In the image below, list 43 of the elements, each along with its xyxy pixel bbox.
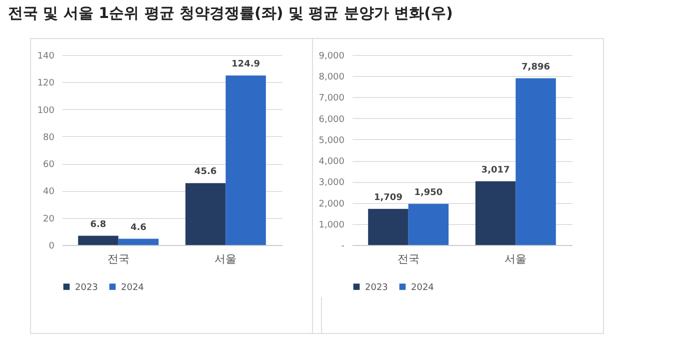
x-tick-label: 전국 bbox=[397, 252, 420, 266]
y-tick-label: 8,000 bbox=[318, 72, 345, 83]
data-label: 124.9 bbox=[232, 59, 260, 70]
bar bbox=[516, 78, 556, 245]
y-tick-label: 3,000 bbox=[318, 178, 345, 188]
y-tick-label: 7,000 bbox=[318, 94, 345, 104]
bar bbox=[78, 236, 118, 245]
y-tick-label: 9,000 bbox=[318, 52, 345, 62]
y-tick-label: 100 bbox=[37, 106, 55, 116]
bar bbox=[368, 208, 408, 245]
y-tick-label: 1,000 bbox=[318, 220, 345, 230]
y-tick-label: 5,000 bbox=[318, 136, 345, 146]
y-tick-label: 40 bbox=[43, 187, 55, 198]
y-tick-label: 120 bbox=[37, 78, 55, 89]
x-tick-label: 서울 bbox=[214, 252, 237, 266]
data-label: 3,017 bbox=[481, 165, 510, 176]
y-tick-label: 140 bbox=[37, 52, 55, 62]
chart-title: 전국 및 서울 1순위 평균 청약경쟁률(좌) 및 평균 분양가 변화(우) bbox=[8, 4, 453, 23]
legend-label: 2024 bbox=[121, 282, 144, 293]
data-label: 1,709 bbox=[374, 192, 402, 203]
data-label: 1,950 bbox=[414, 188, 443, 198]
bar bbox=[226, 75, 266, 245]
legend-label: 2023 bbox=[365, 282, 388, 293]
y-tick-label: 20 bbox=[43, 214, 55, 224]
bar bbox=[408, 204, 449, 245]
bar bbox=[475, 181, 516, 245]
y-tick-label: 0 bbox=[48, 242, 55, 252]
data-label: 7,896 bbox=[522, 62, 550, 72]
y-tick-label: 60 bbox=[43, 160, 55, 170]
y-tick-label: - bbox=[341, 242, 344, 252]
y-tick-label: 4,000 bbox=[318, 157, 345, 168]
data-label: 4.6 bbox=[130, 222, 146, 233]
x-tick-label: 서울 bbox=[504, 252, 527, 266]
legend-label: 2023 bbox=[75, 282, 98, 293]
y-tick-label: 80 bbox=[43, 132, 55, 143]
x-tick-label: 전국 bbox=[107, 252, 130, 266]
y-tick-label: 2,000 bbox=[318, 199, 345, 210]
bar bbox=[185, 183, 226, 245]
data-label: 6.8 bbox=[90, 220, 106, 230]
legend-label: 2024 bbox=[411, 282, 434, 293]
data-label: 45.6 bbox=[194, 167, 217, 178]
y-tick-label: 6,000 bbox=[318, 114, 345, 125]
bar bbox=[118, 238, 159, 245]
